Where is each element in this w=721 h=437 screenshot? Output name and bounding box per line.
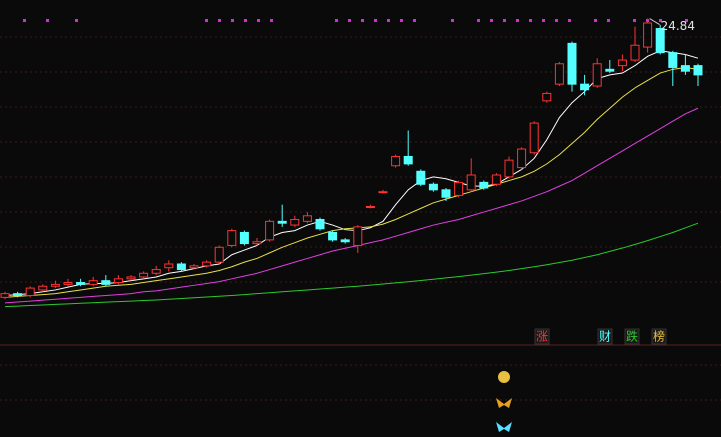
candle-body [567,42,577,85]
butterfly-icon [496,422,512,432]
candle-body [617,59,627,67]
candle-body [189,265,199,269]
candle-body [353,226,363,246]
tag-box [534,328,550,345]
bottom-icons [496,371,512,432]
candle-body [491,174,501,185]
candle-body [580,83,590,91]
max-price-label: 24.84 [661,19,695,33]
candle-body [38,285,48,291]
candle-body [164,263,174,269]
candle-body [643,22,653,48]
candle-body [25,287,35,297]
candle-body [0,293,10,298]
candle-body [50,283,60,287]
candle-body [340,239,350,243]
candle-body [680,65,690,72]
candle-body [605,68,615,72]
candle-body [277,220,287,224]
candle-body [328,231,338,241]
candle-body [630,44,640,61]
candle-body [466,174,476,191]
butterfly-icon [496,398,512,408]
candle-body [126,276,136,280]
signal-dots [23,19,688,22]
candle-body [176,263,186,271]
candle-body [403,155,413,165]
candle-body [202,261,212,267]
candle-body [391,155,401,167]
candle-body [378,191,388,194]
tag-label: 榜 [653,329,665,344]
candle-body [63,282,73,285]
candle-body [302,215,312,222]
moving-average-line [4,107,699,304]
money-bag-icon [498,371,510,383]
candle-body [504,159,514,178]
candle-body [13,293,23,297]
candle-body [290,218,300,226]
candle-body [76,282,86,285]
candle-body [529,122,539,154]
candle-body [554,63,564,85]
candle-body [592,63,602,87]
candle-body [239,231,249,245]
tag-box [597,328,613,345]
candle-body [517,148,527,169]
annotation-arrow [649,18,660,25]
tag-label: 财 [599,330,611,344]
candle-body [113,278,123,284]
moving-average-line [4,222,699,308]
candle-body [252,241,262,245]
candle-body [441,189,451,198]
candle-body [139,272,149,278]
candle-body [265,220,275,241]
tag-box [651,328,667,345]
candle-body [315,218,325,230]
candle-body [668,52,678,68]
tag-label: 涨 [536,329,548,344]
candle-body [365,206,375,209]
moving-average-line [4,50,699,297]
candle-body [479,181,489,189]
candle-body [693,65,703,76]
candle-body [151,269,161,274]
candle-body [428,183,438,191]
candle-body [655,28,665,54]
candle-body [542,92,552,102]
tag-label: 跌 [626,329,638,344]
candle-body [101,280,111,285]
candle-body [454,181,464,196]
grid [0,36,721,401]
candle-body [227,230,237,246]
tag-box [624,328,640,345]
moving-average-line [4,66,699,298]
candle-body [88,280,98,285]
candle-body [214,246,224,263]
candle-body [416,170,426,185]
